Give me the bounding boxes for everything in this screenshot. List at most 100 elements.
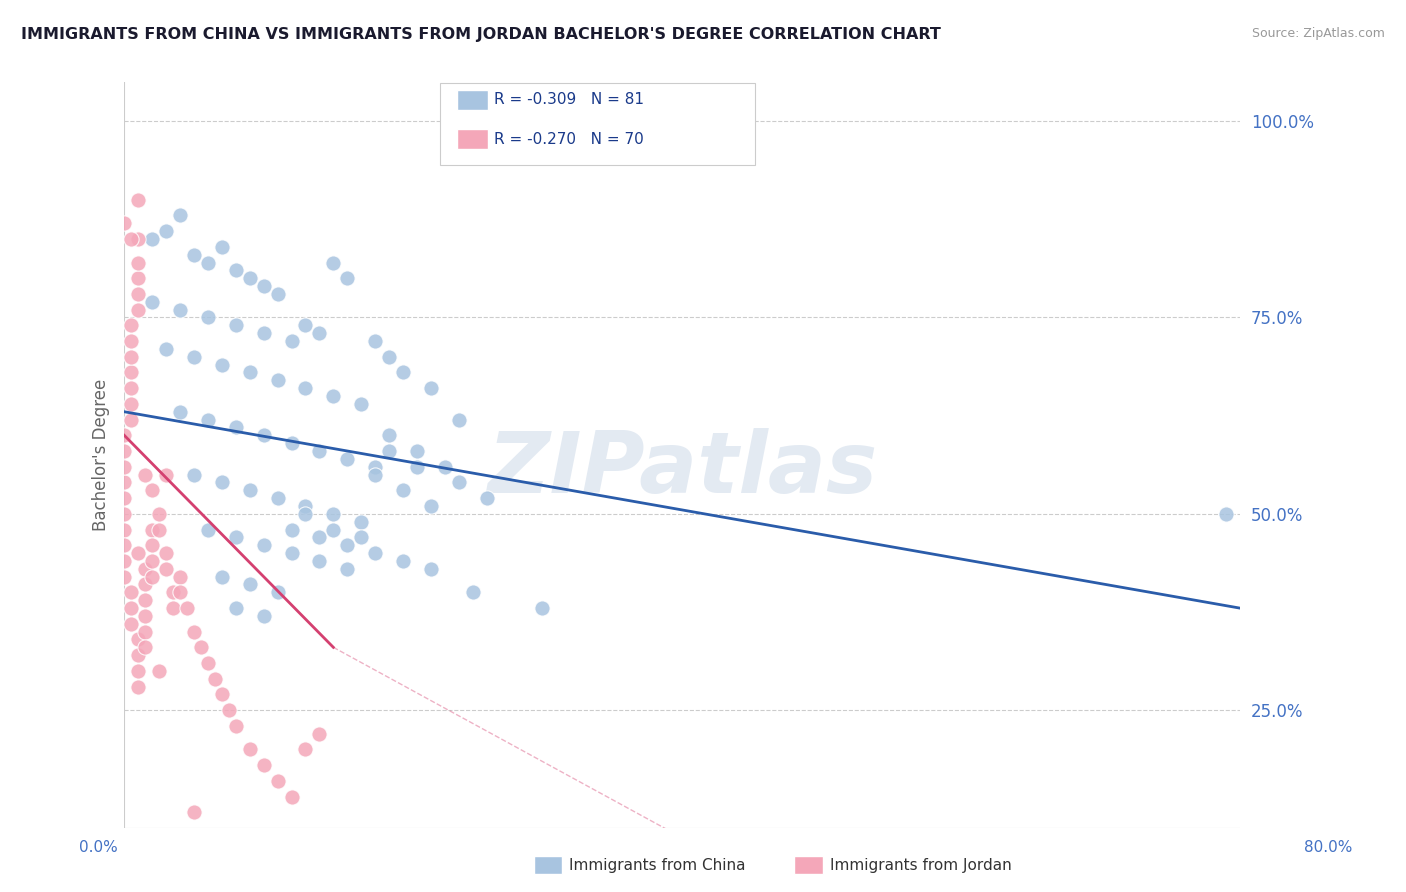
Text: IMMIGRANTS FROM CHINA VS IMMIGRANTS FROM JORDAN BACHELOR'S DEGREE CORRELATION CH: IMMIGRANTS FROM CHINA VS IMMIGRANTS FROM…: [21, 27, 941, 42]
Point: [378, 444, 401, 458]
Point: [127, 648, 149, 662]
Point: [308, 554, 330, 568]
Point: [134, 593, 156, 607]
Point: [141, 554, 163, 568]
Point: [266, 585, 288, 599]
Point: [419, 499, 441, 513]
Point: [225, 318, 247, 333]
Point: [364, 334, 387, 348]
Point: [336, 271, 359, 285]
Point: [112, 554, 135, 568]
Point: [294, 507, 316, 521]
Point: [127, 255, 149, 269]
Point: [266, 491, 288, 505]
Point: [308, 326, 330, 341]
Point: [112, 569, 135, 583]
Point: [141, 294, 163, 309]
Point: [183, 350, 205, 364]
Point: [378, 350, 401, 364]
Point: [253, 758, 276, 772]
Point: [148, 664, 170, 678]
Point: [162, 601, 184, 615]
Point: [120, 381, 142, 395]
Point: [120, 601, 142, 615]
Point: [280, 523, 302, 537]
Point: [461, 585, 484, 599]
Point: [475, 491, 498, 505]
Point: [350, 530, 373, 544]
Point: [378, 428, 401, 442]
Point: [112, 459, 135, 474]
Point: [134, 467, 156, 482]
Point: [155, 546, 177, 560]
Text: ZIPatlas: ZIPatlas: [486, 428, 877, 511]
Point: [190, 640, 212, 655]
Point: [141, 483, 163, 498]
Point: [294, 742, 316, 756]
Point: [336, 451, 359, 466]
Point: [169, 585, 191, 599]
Point: [308, 727, 330, 741]
Text: R = -0.309   N = 81: R = -0.309 N = 81: [494, 93, 644, 107]
Point: [183, 805, 205, 820]
Point: [169, 569, 191, 583]
Text: Immigrants from Jordan: Immigrants from Jordan: [830, 858, 1011, 872]
Point: [197, 255, 219, 269]
Point: [1215, 507, 1237, 521]
Point: [120, 318, 142, 333]
Point: [112, 216, 135, 230]
Point: [225, 263, 247, 277]
Text: R = -0.270   N = 70: R = -0.270 N = 70: [494, 132, 644, 146]
Point: [155, 224, 177, 238]
Point: [183, 248, 205, 262]
Point: [197, 412, 219, 426]
Point: [433, 459, 456, 474]
Point: [127, 680, 149, 694]
Point: [141, 538, 163, 552]
Point: [447, 412, 470, 426]
Point: [134, 562, 156, 576]
Point: [127, 193, 149, 207]
Point: [127, 287, 149, 301]
Point: [225, 719, 247, 733]
Point: [120, 366, 142, 380]
Point: [211, 358, 233, 372]
Point: [322, 523, 344, 537]
Point: [162, 585, 184, 599]
Point: [134, 640, 156, 655]
Point: [197, 310, 219, 325]
Point: [280, 789, 302, 804]
Point: [419, 562, 441, 576]
Point: [120, 616, 142, 631]
Point: [148, 507, 170, 521]
Point: [406, 444, 429, 458]
Point: [127, 232, 149, 246]
Point: [120, 334, 142, 348]
Point: [392, 366, 415, 380]
Point: [336, 538, 359, 552]
Text: Immigrants from China: Immigrants from China: [569, 858, 747, 872]
Point: [112, 507, 135, 521]
Text: 0.0%: 0.0%: [79, 840, 118, 855]
Point: [531, 601, 554, 615]
Point: [447, 475, 470, 490]
Point: [134, 577, 156, 591]
Point: [169, 208, 191, 222]
Point: [322, 389, 344, 403]
Point: [266, 373, 288, 387]
Point: [120, 585, 142, 599]
Point: [127, 271, 149, 285]
Point: [183, 467, 205, 482]
Point: [183, 624, 205, 639]
Point: [225, 530, 247, 544]
Point: [148, 523, 170, 537]
Point: [419, 381, 441, 395]
Point: [239, 271, 262, 285]
Point: [127, 546, 149, 560]
Point: [176, 601, 198, 615]
Point: [141, 523, 163, 537]
Point: [134, 624, 156, 639]
Point: [120, 350, 142, 364]
Point: [350, 397, 373, 411]
Point: [155, 342, 177, 356]
